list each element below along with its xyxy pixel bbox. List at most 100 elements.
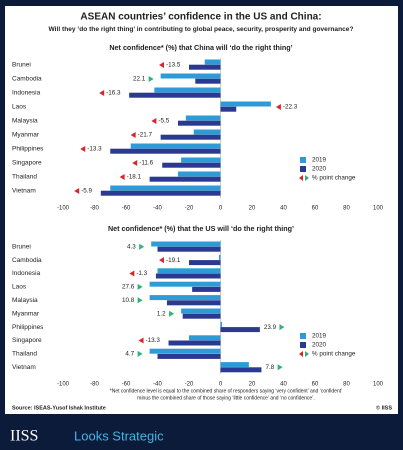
- change-arrow: [137, 283, 143, 290]
- bar: [100, 190, 221, 196]
- bar: [220, 321, 223, 327]
- bar: [220, 106, 237, 112]
- legend-label: 2020: [312, 166, 327, 173]
- bar: [181, 308, 221, 314]
- x-tick-label: 40: [280, 382, 287, 388]
- x-tick-label: 20: [249, 382, 256, 388]
- legend-arrow: [299, 351, 303, 357]
- legend-label: % point change: [312, 351, 356, 358]
- bar: [192, 286, 221, 292]
- x-tick-label: 20: [249, 206, 256, 212]
- bar: [182, 313, 221, 319]
- x-tick-label: -80: [90, 206, 99, 212]
- bar: [177, 120, 221, 126]
- bar: [189, 260, 221, 266]
- x-tick-label: 60: [312, 206, 319, 212]
- change-arrow: [169, 310, 175, 317]
- x-tick-label: -20: [185, 206, 194, 212]
- x-tick-label: 80: [343, 382, 350, 388]
- category-label: Thailand: [12, 174, 37, 181]
- legend-arrow: [299, 175, 303, 181]
- change-label: 27.6: [122, 284, 135, 291]
- bar: [218, 254, 221, 260]
- change-label: 1.2: [157, 310, 166, 317]
- change-arrow: [139, 243, 145, 250]
- category-label: Singapore: [12, 160, 42, 167]
- bar: [220, 362, 249, 368]
- category-label: Myanmar: [12, 310, 40, 317]
- category-label: Thailand: [12, 351, 37, 358]
- change-arrow: [151, 118, 157, 124]
- bar: [220, 101, 271, 107]
- bar: [189, 64, 221, 70]
- category-label: Brunei: [12, 243, 31, 250]
- change-label: -5.9: [81, 188, 92, 195]
- x-tick-label: -60: [122, 206, 131, 212]
- legend-label: 2019: [312, 333, 327, 340]
- change-arrow: [74, 188, 80, 194]
- change-label: -13.5: [166, 62, 181, 69]
- change-label: -13.3: [87, 146, 102, 153]
- legend-label: 2019: [312, 157, 327, 164]
- bar: [162, 162, 221, 168]
- change-label: -1.3: [136, 270, 147, 277]
- change-arrow: [130, 132, 136, 138]
- category-label: Laos: [12, 104, 27, 111]
- bar: [155, 273, 221, 279]
- category-label: Myanmar: [12, 132, 40, 139]
- bar: [130, 143, 221, 149]
- legend-swatch: [300, 342, 306, 348]
- change-label: 10.8: [122, 297, 135, 304]
- change-label: 22.1: [133, 76, 146, 83]
- copyright: © IISS: [376, 404, 392, 411]
- category-label: Laos: [12, 284, 27, 291]
- legend-swatch: [300, 157, 306, 163]
- x-tick-label: 0: [219, 206, 223, 212]
- change-label: -22.3: [283, 104, 298, 111]
- change-label: -21.7: [138, 132, 153, 139]
- bar: [149, 281, 221, 287]
- change-arrow: [119, 174, 125, 180]
- subtitle: Will they ‘do the right thing’ in contri…: [49, 26, 354, 33]
- x-tick-label: 80: [343, 206, 350, 212]
- change-label: -13.3: [146, 337, 161, 344]
- panel-title: Net confidence* (%) that China will ‘do …: [109, 43, 292, 52]
- category-label: Malaysia: [12, 297, 38, 304]
- x-tick-label: -100: [57, 206, 70, 212]
- bar: [160, 73, 221, 79]
- change-label: -11.6: [139, 160, 153, 167]
- tagline: Looks Strategic: [74, 428, 164, 443]
- bar: [149, 348, 221, 354]
- change-arrow: [275, 104, 281, 110]
- x-tick-label: 100: [373, 206, 384, 212]
- bar: [149, 295, 221, 301]
- footnote: minus the combined share of those saying…: [137, 395, 314, 401]
- bar: [157, 268, 221, 274]
- category-label: Philippines: [12, 146, 44, 153]
- x-tick-label: -40: [153, 206, 162, 212]
- change-arrow: [129, 270, 135, 277]
- bar: [185, 115, 221, 121]
- legend-label: 2020: [312, 342, 327, 349]
- category-label: Indonesia: [12, 270, 41, 277]
- x-tick-label: -60: [122, 382, 131, 388]
- category-label: Cambodia: [12, 257, 42, 264]
- bar: [166, 300, 221, 306]
- legend-label: % point change: [312, 175, 356, 182]
- category-label: Cambodia: [12, 76, 42, 83]
- change-arrow: [138, 337, 144, 344]
- change-label: -16.3: [106, 90, 121, 97]
- change-arrow: [279, 324, 285, 331]
- change-arrow: [132, 160, 138, 166]
- category-label: Brunei: [12, 62, 31, 69]
- change-label: 4.3: [127, 243, 136, 250]
- legend-arrow: [305, 175, 309, 181]
- bar: [110, 148, 221, 154]
- bar: [157, 353, 221, 359]
- change-arrow: [148, 76, 154, 82]
- change-label: -5.5: [158, 118, 169, 125]
- source: Source: ISEAS-Yusof Ishak Institute: [12, 405, 106, 411]
- bar: [220, 367, 262, 373]
- legend-swatch: [300, 333, 306, 339]
